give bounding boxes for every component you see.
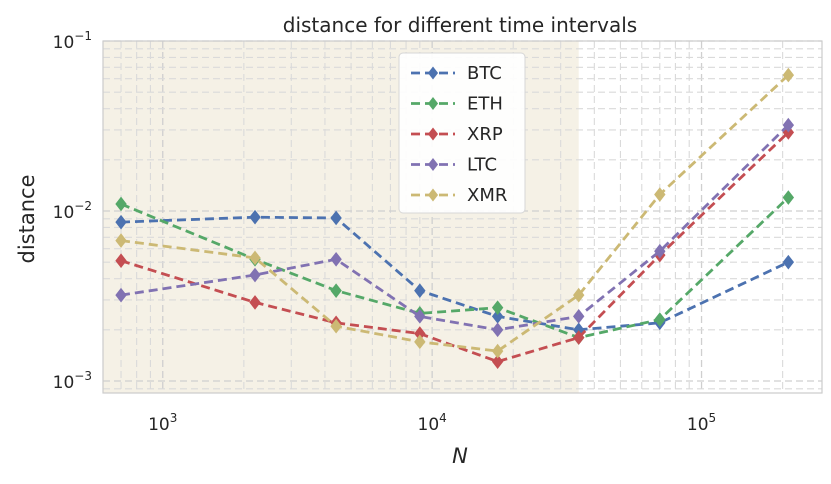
- data-point-xmr: [414, 334, 426, 350]
- legend-entry-ltc: LTC: [411, 155, 497, 176]
- x-tick-labels: 103 104 105: [148, 411, 716, 435]
- data-point-xrp: [573, 330, 585, 345]
- data-point-ltc: [330, 251, 342, 267]
- y-axis-label: distance: [15, 175, 39, 264]
- legend-entry-eth: ETH: [411, 94, 503, 115]
- y-tick-label: 10−3: [53, 369, 92, 393]
- series-line-xmr: [120, 74, 790, 353]
- data-point-btc: [330, 210, 342, 226]
- x-tick-label: 104: [418, 411, 447, 435]
- data-point-ltc: [491, 322, 504, 338]
- series-xmr: [115, 67, 795, 359]
- legend-marker-btc: [427, 66, 439, 80]
- data-point-xrp: [491, 354, 504, 369]
- plot-frame: [102, 40, 823, 394]
- data-point-xmr: [115, 233, 127, 248]
- data-point-xmr: [491, 343, 504, 359]
- data-point-xmr: [330, 318, 342, 334]
- legend-entry-xrp: XRP: [411, 124, 503, 145]
- series-line-btc: [120, 215, 789, 332]
- legend-label-eth: ETH: [467, 94, 503, 115]
- data-point-eth: [654, 312, 666, 327]
- x-axis-label: N: [452, 444, 468, 468]
- legend-marker-xrp: [427, 127, 439, 141]
- data-point-btc: [115, 214, 127, 230]
- data-point-btc: [249, 209, 261, 225]
- data-point-xrp: [115, 253, 127, 269]
- legend-marker-ltc: [427, 158, 439, 171]
- data-point-ltc: [573, 309, 585, 324]
- legend-label-ltc: LTC: [467, 155, 497, 176]
- legend: BTC ETH XRP LTC XMR: [398, 52, 526, 214]
- data-point-ltc: [115, 287, 127, 303]
- data-point-xmr: [782, 67, 795, 83]
- data-point-btc: [414, 283, 426, 298]
- legend-label-xrp: XRP: [467, 124, 503, 145]
- data-point-eth: [330, 283, 342, 298]
- data-point-xmr: [654, 187, 666, 202]
- legend-entry-btc: BTC: [411, 63, 502, 84]
- legend-label-xmr: XMR: [467, 185, 507, 206]
- data-point-xrp: [249, 295, 261, 310]
- legend-box: [398, 52, 526, 214]
- data-point-eth: [782, 190, 795, 205]
- data-point-ltc: [249, 267, 261, 283]
- data-point-eth: [491, 300, 504, 315]
- y-tick-label: 10−2: [53, 199, 92, 223]
- series-layer: [115, 67, 795, 369]
- data-point-xmr: [573, 287, 585, 303]
- series-line-xrp: [120, 131, 790, 364]
- series-ltc: [115, 117, 795, 338]
- x-tick-label: 105: [687, 411, 716, 435]
- legend-entry-xmr: XMR: [411, 185, 507, 206]
- series-xrp: [115, 125, 795, 369]
- data-point-xmr: [249, 250, 261, 266]
- series-line-ltc: [120, 124, 790, 332]
- chart-title: distance for different time intervals: [283, 13, 637, 37]
- y-tick-labels: 10−3 10−2 10−1: [53, 29, 92, 393]
- legend-marker-eth: [427, 97, 439, 110]
- y-tick-label: 10−1: [53, 29, 92, 53]
- data-point-ltc: [414, 309, 426, 324]
- data-point-eth: [115, 196, 127, 212]
- legend-marker-xmr: [427, 188, 439, 202]
- data-point-ltc: [782, 117, 795, 133]
- data-point-btc: [782, 254, 795, 270]
- x-tick-label: 103: [148, 411, 177, 435]
- series-line-eth: [120, 196, 790, 340]
- legend-label-btc: BTC: [467, 63, 502, 84]
- data-point-ltc: [654, 243, 666, 259]
